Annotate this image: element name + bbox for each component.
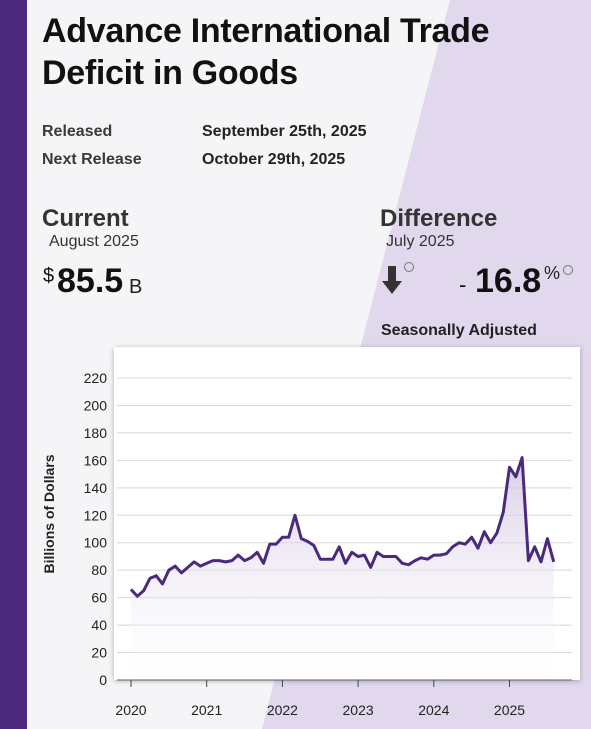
y-tick-label: 80: [91, 562, 107, 578]
y-tick-label: 220: [84, 370, 108, 386]
y-tick-label: 0: [99, 672, 107, 688]
y-tick-label: 140: [84, 480, 108, 496]
x-tick-label: 2022: [267, 702, 298, 718]
y-tick-label: 180: [84, 425, 108, 441]
difference-heading: Difference: [380, 205, 498, 232]
y-tick-label: 40: [91, 617, 107, 633]
difference-value: 16.8: [475, 262, 542, 300]
info-icon[interactable]: [404, 262, 414, 272]
page-title: Advance International Trade Deficit in G…: [42, 12, 490, 92]
current-unit: B: [129, 276, 143, 298]
seasonally-adjusted-label: Seasonally Adjusted: [381, 322, 537, 339]
series-line: [129, 456, 556, 598]
next-release-label: Next Release: [42, 151, 142, 168]
y-axis-title: Billions of Dollars: [41, 454, 57, 573]
y-tick-label: 200: [84, 397, 108, 413]
arrow-down-icon: [382, 266, 402, 294]
y-tick-label: 120: [84, 507, 108, 523]
released-label: Released: [42, 123, 113, 140]
x-tick-label: 2024: [418, 702, 449, 718]
next-release-date: October 29th, 2025: [202, 151, 346, 168]
x-tick-label: 2021: [191, 702, 222, 718]
difference-sign: -: [459, 272, 467, 297]
y-tick-label: 60: [91, 590, 107, 606]
currency-symbol: $: [43, 265, 55, 287]
info-icon[interactable]: [563, 265, 573, 275]
y-tick-label: 20: [91, 645, 107, 661]
current-heading: Current: [42, 205, 129, 232]
released-date: September 25th, 2025: [202, 123, 367, 140]
current-period: August 2025: [49, 233, 139, 250]
current-value: 85.5: [57, 262, 124, 300]
accent-bar: [0, 0, 27, 729]
difference-unit: %: [544, 263, 561, 283]
series-area: [131, 457, 554, 680]
y-tick-label: 160: [84, 452, 108, 468]
y-tick-label: 100: [84, 535, 108, 551]
x-tick-label: 2023: [343, 702, 374, 718]
difference-period: July 2025: [386, 233, 455, 250]
x-tick-label: 2020: [115, 702, 146, 718]
x-tick-label: 2025: [494, 702, 525, 718]
